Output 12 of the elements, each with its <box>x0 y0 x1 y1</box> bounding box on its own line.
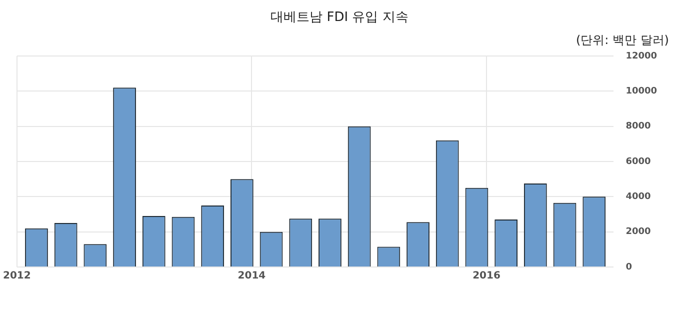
y-tick-label: 10000 <box>626 86 657 97</box>
y-tick-label: 4000 <box>626 192 651 202</box>
y-tick-label: 6000 <box>626 156 651 167</box>
x-tick-label: 2014 <box>238 270 266 282</box>
y-tick-label: 2000 <box>626 227 651 238</box>
y-tick-label: 0 <box>626 262 632 272</box>
y-tick-label: 12000 <box>626 51 657 62</box>
y-tick-label: 8000 <box>626 122 651 132</box>
chart-title: 대베트남 FDI 유입 지속 <box>270 10 408 26</box>
x-tick-label: 2016 <box>472 270 500 282</box>
chart-subtitle: (단위: 백만 달러) <box>576 32 669 47</box>
x-tick-label: 2012 <box>2 270 31 282</box>
